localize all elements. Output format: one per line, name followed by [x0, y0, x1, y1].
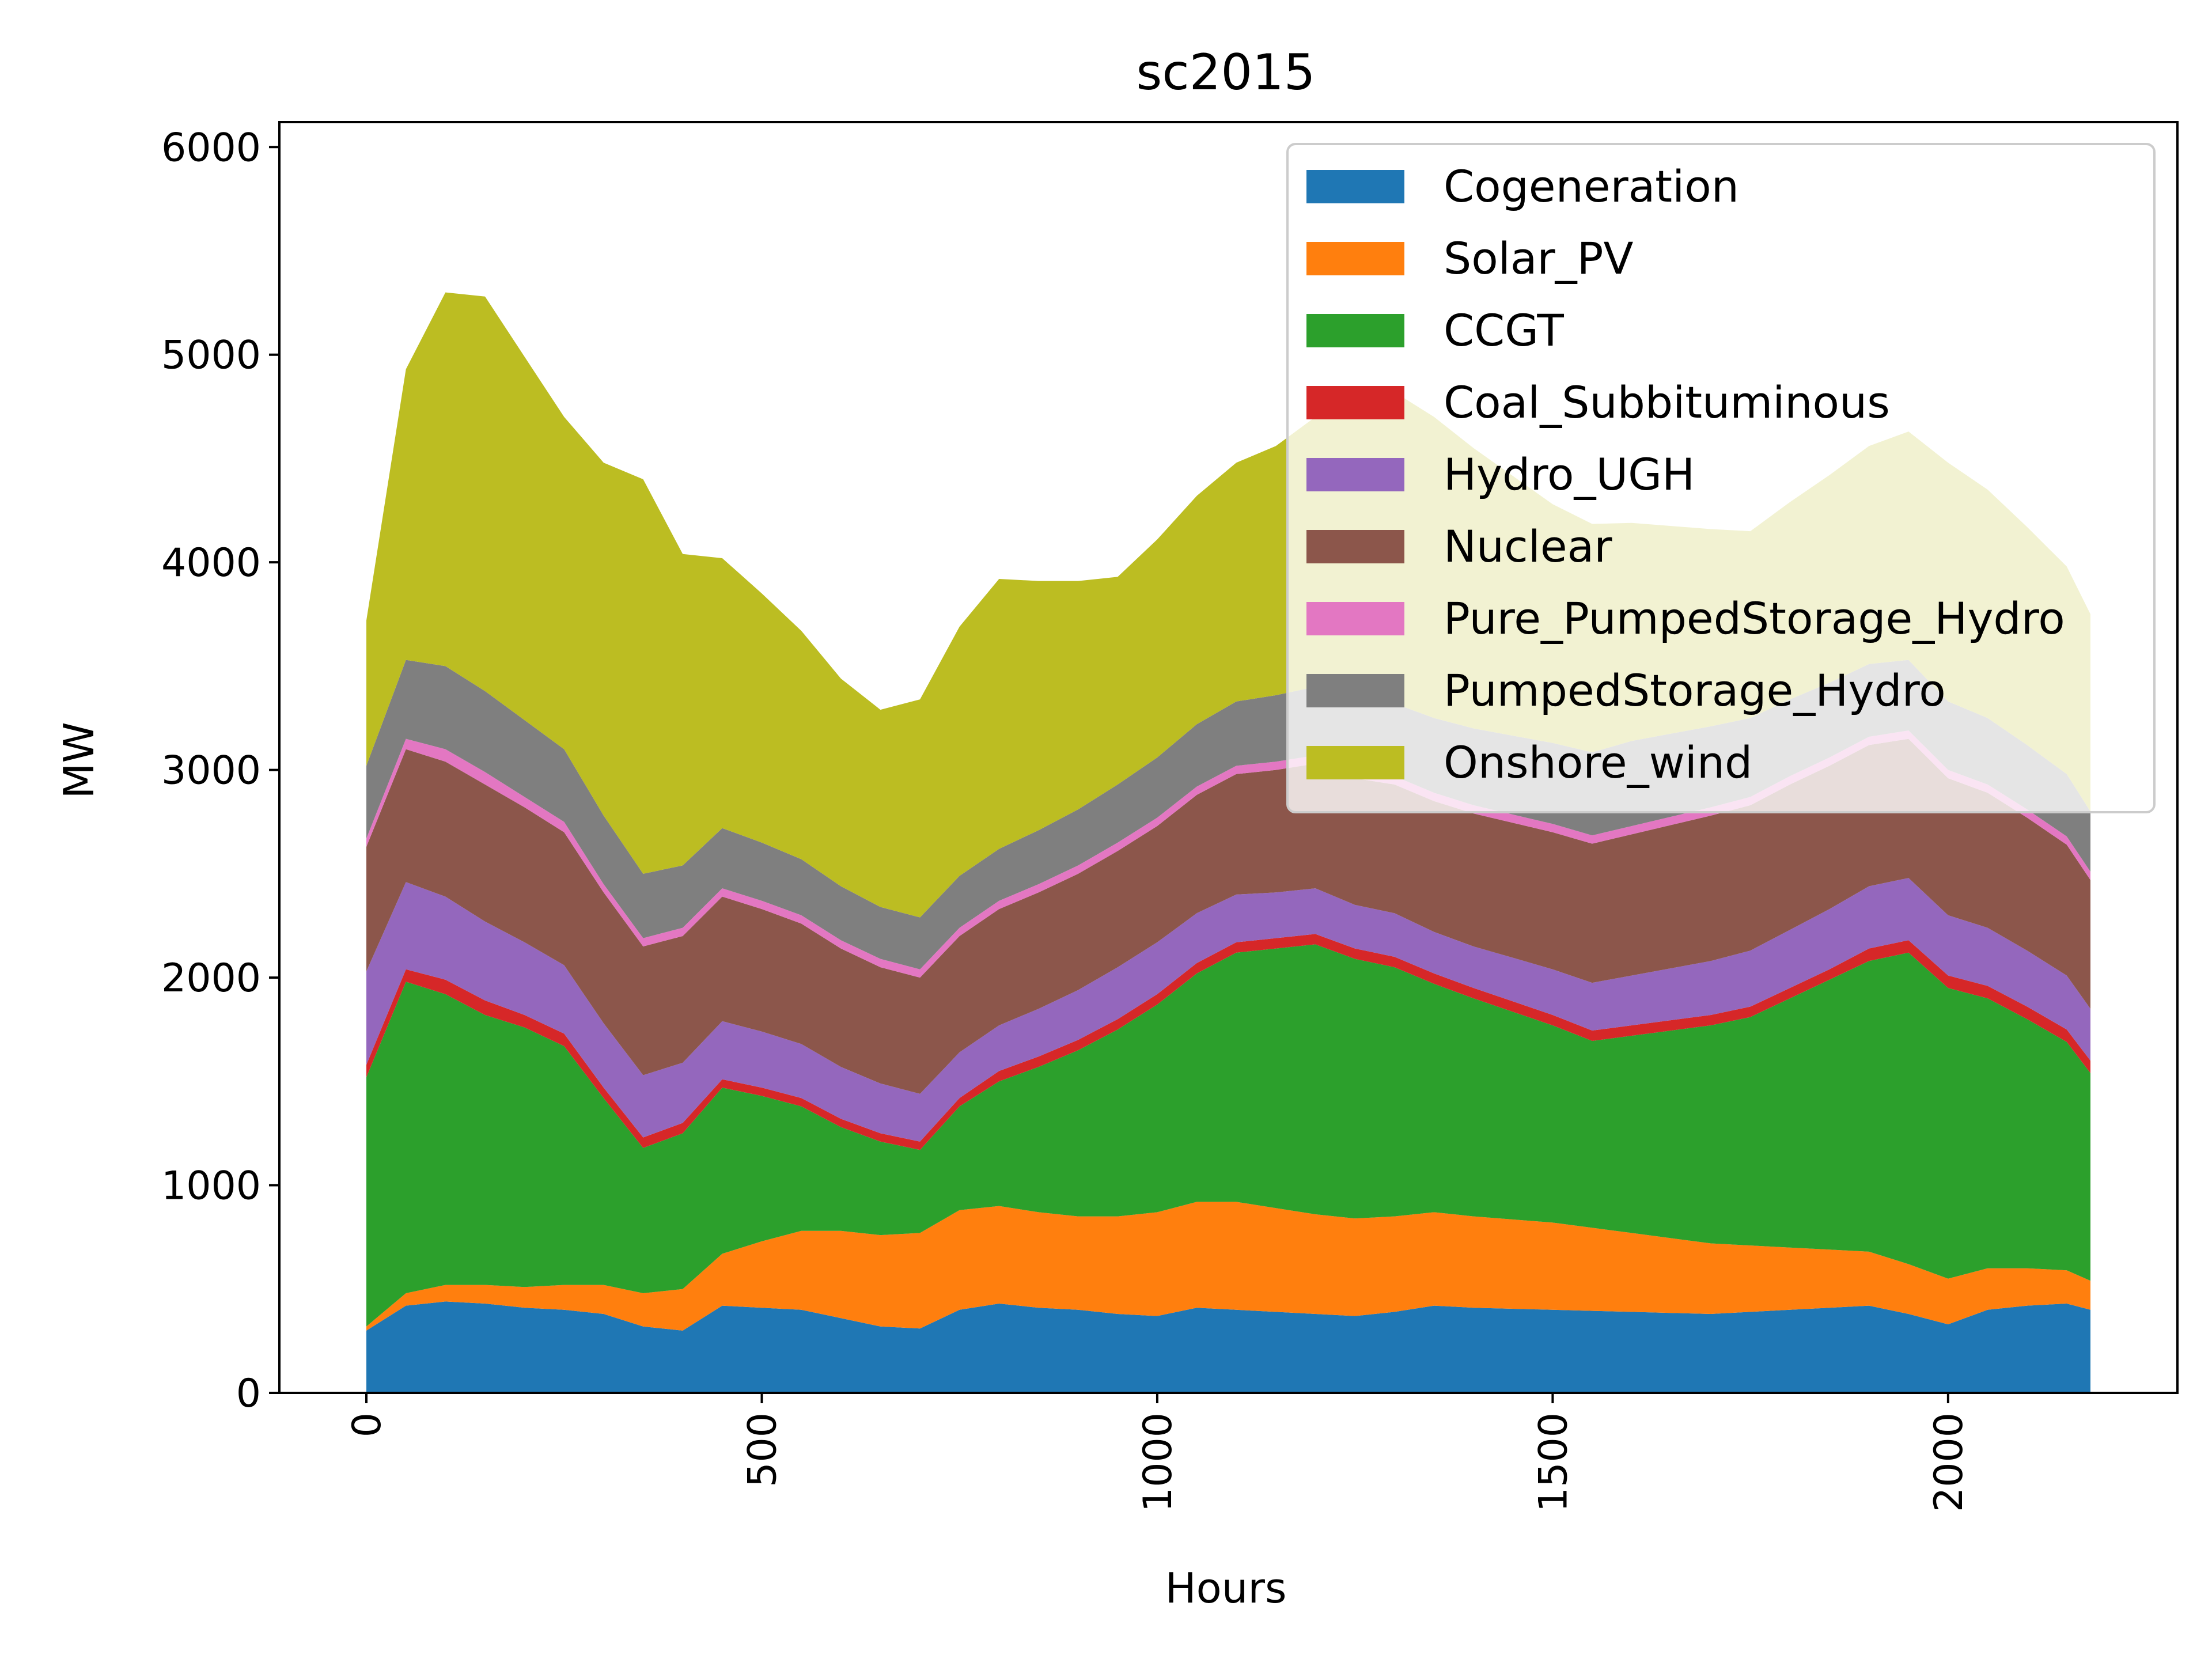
y-axis-ticks: 0 1000 2000 3000 4000 5000 6000 [161, 125, 279, 1416]
legend-swatch [1306, 170, 1404, 203]
x-tick-label: 1000 [1135, 1412, 1181, 1512]
legend-label: Solar_PV [1444, 233, 1634, 284]
legend-label: Nuclear [1444, 521, 1612, 572]
x-tick-label: 0 [344, 1412, 390, 1437]
legend-label: PumpedStorage_Hydro [1444, 665, 1946, 716]
y-tick-label: 4000 [161, 540, 261, 586]
y-axis-label: MW [55, 722, 103, 798]
legend-swatch [1306, 530, 1404, 563]
legend-label: CCGT [1444, 305, 1564, 356]
area-series-onshore-wind [366, 292, 2090, 918]
chart-title: sc2015 [1137, 44, 1316, 101]
y-tick-label: 6000 [161, 125, 261, 171]
area-series-nuclear [366, 738, 2090, 1094]
x-tick-label: 500 [740, 1412, 785, 1487]
legend-label: Onshore_wind [1444, 737, 1752, 788]
legend-swatch [1306, 602, 1404, 635]
legend-swatch [1306, 674, 1404, 707]
y-tick-label: 0 [236, 1371, 261, 1416]
legend-label: Hydro_UGH [1444, 449, 1695, 500]
legend-swatch [1306, 746, 1404, 779]
legend-swatch [1306, 242, 1404, 275]
legend-label: Coal_Subbituminous [1444, 377, 1890, 428]
area-series-cogeneration [366, 1301, 2090, 1393]
y-tick-label: 5000 [161, 333, 261, 378]
legend: Cogeneration Solar_PV CCGT Coal_Subbitumino… [1286, 143, 2156, 813]
legend-swatch [1306, 314, 1404, 347]
area-series-ccgt [366, 944, 2090, 1327]
area-series-coal-subbituminous [366, 934, 2090, 1150]
area-series-solar-pv [366, 1202, 2090, 1331]
legend-swatch [1306, 458, 1404, 491]
y-tick-label: 2000 [161, 956, 261, 1001]
plot-frame [278, 121, 2179, 1394]
x-axis-ticks: 0 500 1000 1500 2000 [344, 1393, 1972, 1512]
area-series-hydro-ugh [366, 878, 2090, 1142]
y-tick-label: 3000 [161, 748, 261, 794]
x-tick-label: 2000 [1926, 1412, 1972, 1512]
x-tick-label: 1500 [1531, 1412, 1576, 1512]
legend-swatch [1306, 386, 1404, 419]
legend-label: Cogeneration [1444, 161, 1739, 212]
legend-box [1286, 143, 2156, 813]
y-tick-label: 1000 [161, 1164, 261, 1209]
legend-label: Pure_PumpedStorage_Hydro [1444, 593, 2065, 644]
x-axis-label: Hours [1165, 1564, 1287, 1612]
area-series-pure-pumpedstorage-hydro [366, 730, 2090, 978]
